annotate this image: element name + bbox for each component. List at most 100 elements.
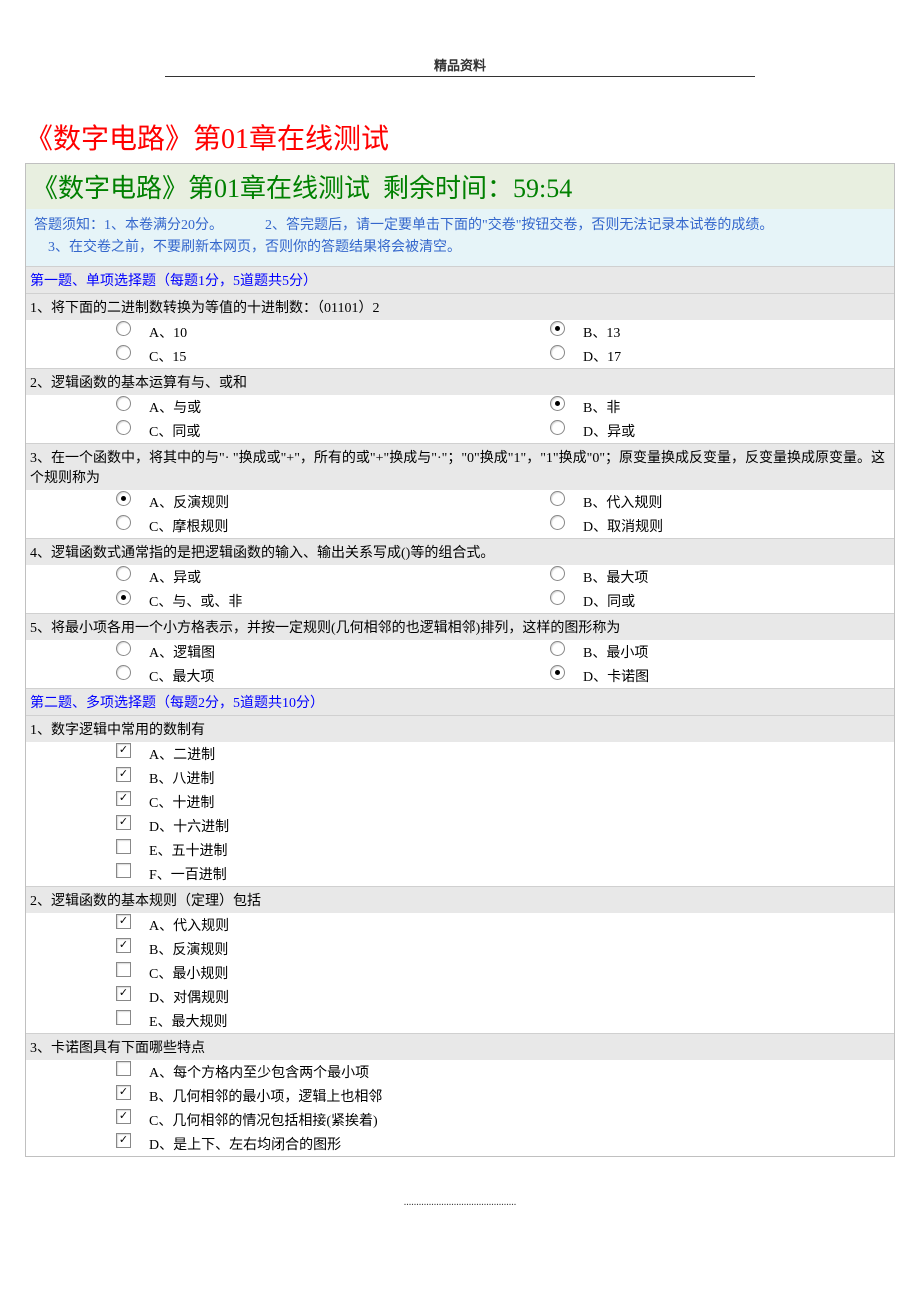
radio-icon <box>116 641 131 656</box>
m1-opt-e[interactable]: E、五十进制 <box>26 838 894 862</box>
radio-icon <box>116 515 131 530</box>
opt-label: A、反演规则 <box>149 492 229 512</box>
checkbox-icon <box>116 1010 131 1025</box>
opt-label: B、13 <box>583 322 620 342</box>
m2-opt-d[interactable]: ✓D、对偶规则 <box>26 985 894 1009</box>
m1-opt-b[interactable]: ✓B、八进制 <box>26 766 894 790</box>
q3-row1: A、反演规则 B、代入规则 <box>26 490 894 514</box>
m1-opt-d[interactable]: ✓D、十六进制 <box>26 814 894 838</box>
section2-header: 第二题、多项选择题（每题2分，5道题共10分） <box>26 688 894 715</box>
opt-label: C、摩根规则 <box>149 516 228 536</box>
opt-label: D、是上下、左右均闭合的图形 <box>149 1134 341 1154</box>
opt-label: D、同或 <box>583 591 635 611</box>
q1-opt-a[interactable]: A、10 <box>26 320 460 344</box>
opt-label: B、最小项 <box>583 642 648 662</box>
m1-opt-f[interactable]: F、一百进制 <box>26 862 894 886</box>
m1-opt-a[interactable]: ✓A、二进制 <box>26 742 894 766</box>
opt-label: D、取消规则 <box>583 516 663 536</box>
opt-label: A、逻辑图 <box>149 642 215 662</box>
m1-text: 1、数字逻辑中常用的数制有 <box>26 715 894 742</box>
content: 《数字电路》第01章在线测试 《数字电路》第01章在线测试 剩余时间：59:54… <box>0 77 920 1157</box>
opt-label: D、17 <box>583 346 621 366</box>
radio-icon <box>116 566 131 581</box>
q4-opt-d[interactable]: D、同或 <box>460 589 894 613</box>
q3-opt-c[interactable]: C、摩根规则 <box>26 514 460 538</box>
radio-icon <box>116 321 131 336</box>
q4-opt-c[interactable]: C、与、或、非 <box>26 589 460 613</box>
q2-opt-a[interactable]: A、与或 <box>26 395 460 419</box>
q3-text: 3、在一个函数中，将其中的与"· "换成或"+"，所有的或"+"换成与"·"；"… <box>26 443 894 490</box>
radio-icon <box>550 420 565 435</box>
radio-icon <box>550 491 565 506</box>
footer-dots: ........................................… <box>0 1157 920 1208</box>
opt-label: B、八进制 <box>149 768 214 788</box>
radio-icon <box>116 491 131 506</box>
radio-icon <box>116 396 131 411</box>
footer-spacer <box>0 1208 920 1268</box>
q2-opt-d[interactable]: D、异或 <box>460 419 894 443</box>
radio-icon <box>550 641 565 656</box>
checkbox-icon <box>116 839 131 854</box>
quiz-box: 《数字电路》第01章在线测试 剩余时间：59:54 答题须知：1、本卷满分20分… <box>25 163 895 1157</box>
checkbox-icon: ✓ <box>116 791 131 806</box>
radio-icon <box>550 515 565 530</box>
m3-opt-d[interactable]: ✓D、是上下、左右均闭合的图形 <box>26 1132 894 1156</box>
checkbox-icon: ✓ <box>116 1109 131 1124</box>
q1-opt-d[interactable]: D、17 <box>460 344 894 368</box>
main-title: 《数字电路》第01章在线测试 <box>25 117 895 157</box>
instructions: 答题须知：1、本卷满分20分。 2、答完题后，请一定要单击下面的"交卷"按钮交卷… <box>26 209 894 266</box>
q5-row1: A、逻辑图 B、最小项 <box>26 640 894 664</box>
q4-opt-b[interactable]: B、最大项 <box>460 565 894 589</box>
q1-opt-c[interactable]: C、15 <box>26 344 460 368</box>
radio-icon <box>550 345 565 360</box>
m2-opt-b[interactable]: ✓B、反演规则 <box>26 937 894 961</box>
checkbox-icon: ✓ <box>116 914 131 929</box>
q2-row1: A、与或 B、非 <box>26 395 894 419</box>
opt-label: D、卡诺图 <box>583 666 649 686</box>
checkbox-icon <box>116 863 131 878</box>
q4-opt-a[interactable]: A、异或 <box>26 565 460 589</box>
q5-opt-a[interactable]: A、逻辑图 <box>26 640 460 664</box>
header-spacer <box>0 0 920 55</box>
m3-opt-a[interactable]: A、每个方格内至少包含两个最小项 <box>26 1060 894 1084</box>
m1-opt-c[interactable]: ✓ C、十进制 <box>26 790 894 814</box>
q4-row2: C、与、或、非 D、同或 <box>26 589 894 613</box>
opt-label: B、非 <box>583 397 620 417</box>
opt-label: F、一百进制 <box>149 864 227 884</box>
m2-opt-c[interactable]: C、最小规则 <box>26 961 894 985</box>
opt-label: C、15 <box>149 346 186 366</box>
radio-icon <box>550 590 565 605</box>
q2-opt-b[interactable]: B、非 <box>460 395 894 419</box>
q3-opt-b[interactable]: B、代入规则 <box>460 490 894 514</box>
q5-row2: C、最大项 D、卡诺图 <box>26 664 894 688</box>
m3-opt-b[interactable]: ✓B、几何相邻的最小项，逻辑上也相邻 <box>26 1084 894 1108</box>
opt-label: C、同或 <box>149 421 200 441</box>
opt-label: C、几何相邻的情况包括相接(紧挨着) <box>149 1110 378 1130</box>
q4-text: 4、逻辑函数式通常指的是把逻辑函数的输入、输出关系写成()等的组合式。 <box>26 538 894 565</box>
radio-icon <box>550 566 565 581</box>
q3-opt-a[interactable]: A、反演规则 <box>26 490 460 514</box>
q2-text: 2、逻辑函数的基本运算有与、或和 <box>26 368 894 395</box>
m3-opt-c[interactable]: ✓ C、几何相邻的情况包括相接(紧挨着) <box>26 1108 894 1132</box>
q5-opt-b[interactable]: B、最小项 <box>460 640 894 664</box>
q2-opt-c[interactable]: C、同或 <box>26 419 460 443</box>
q2-row2: C、同或 D、异或 <box>26 419 894 443</box>
m2-opt-e[interactable]: E、最大规则 <box>26 1009 894 1033</box>
opt-label: B、几何相邻的最小项，逻辑上也相邻 <box>149 1086 382 1106</box>
page: 精品资料 《数字电路》第01章在线测试 《数字电路》第01章在线测试 剩余时间：… <box>0 0 920 1268</box>
m2-text: 2、逻辑函数的基本规则（定理）包括 <box>26 886 894 913</box>
opt-label: D、对偶规则 <box>149 987 229 1007</box>
opt-label: C、十进制 <box>149 792 214 812</box>
q5-text: 5、将最小项各用一个小方格表示，并按一定规则(几何相邻的也逻辑相邻)排列，这样的… <box>26 613 894 640</box>
instr-2: 3、在交卷之前，不要刷新本网页，否则你的答题结果将会被清空。 <box>48 240 461 255</box>
q3-opt-d[interactable]: D、取消规则 <box>460 514 894 538</box>
opt-label: C、最大项 <box>149 666 214 686</box>
q5-opt-c[interactable]: C、最大项 <box>26 664 460 688</box>
q5-opt-d[interactable]: D、卡诺图 <box>460 664 894 688</box>
m2-opt-a[interactable]: ✓A、代入规则 <box>26 913 894 937</box>
checkbox-icon: ✓ <box>116 743 131 758</box>
banner: 《数字电路》第01章在线测试 剩余时间：59:54 <box>26 164 894 209</box>
opt-label: A、每个方格内至少包含两个最小项 <box>149 1062 369 1082</box>
radio-icon <box>550 321 565 336</box>
q1-opt-b[interactable]: B、13 <box>460 320 894 344</box>
